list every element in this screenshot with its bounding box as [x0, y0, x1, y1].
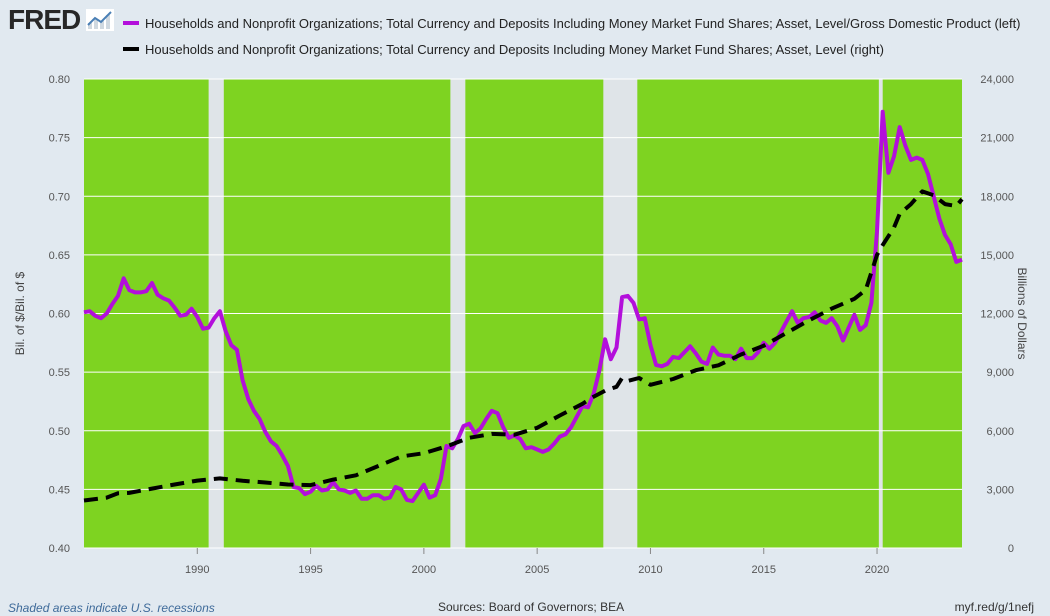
axes-group: 0.40 0 0.45 3,000 0.50 6,000 0.55 9,000 0.60 12,0…	[13, 74, 1029, 576]
right-tick-label: 0	[1008, 543, 1014, 555]
right-tick-label: 15,000	[980, 250, 1014, 262]
right-axis-title: Billions of Dollars	[1015, 267, 1029, 359]
x-tick-label: 2015	[751, 564, 775, 576]
sources-text: Sources: Board of Governors; BEA	[438, 600, 625, 614]
legend-label-right-series: Households and Nonprofit Organizations; …	[145, 41, 884, 57]
short-link[interactable]: myf.red/g/1nefj	[954, 600, 1034, 614]
legend-label-left-series: Households and Nonprofit Organizations; …	[145, 15, 1021, 31]
left-tick-label: 0.50	[49, 426, 70, 438]
right-tick-label: 3,000	[986, 484, 1014, 496]
legend-swatch-solid	[123, 21, 139, 25]
left-tick-label: 0.60	[49, 309, 70, 321]
x-tick-label: 1995	[298, 564, 322, 576]
left-tick-label: 0.70	[49, 191, 70, 203]
x-tick-label: 1990	[185, 564, 209, 576]
left-tick-label: 0.65	[49, 250, 70, 262]
x-tick-label: 2020	[865, 564, 889, 576]
right-tick-label: 6,000	[986, 426, 1014, 438]
series-line-ratio	[83, 109, 963, 504]
left-tick-label: 0.75	[49, 133, 70, 145]
trend-chart-icon	[86, 9, 115, 31]
legend-swatch-dashed	[123, 47, 139, 51]
left-tick-label: 0.40	[49, 543, 70, 555]
brand-name: FRED	[8, 4, 81, 35]
series-group	[83, 109, 964, 504]
right-tick-label: 12,000	[980, 309, 1014, 321]
legend-item-left-series[interactable]: Households and Nonprofit Organizations; …	[123, 10, 1021, 36]
x-tick-label: 2000	[412, 564, 436, 576]
legend-item-right-series[interactable]: Households and Nonprofit Organizations; …	[123, 36, 1021, 62]
fred-logo[interactable]: FRED	[8, 4, 115, 36]
left-tick-label: 0.80	[49, 74, 70, 86]
left-tick-label: 0.45	[49, 484, 70, 496]
x-tick-label: 2005	[525, 564, 549, 576]
left-axis-title: Bil. of $/Bil. of $	[13, 271, 27, 355]
right-tick-label: 24,000	[980, 74, 1014, 86]
recession-note: Shaded areas indicate U.S. recessions	[8, 601, 215, 615]
left-tick-label: 0.55	[49, 367, 70, 379]
right-tick-label: 18,000	[980, 191, 1014, 203]
x-tick-label: 2010	[638, 564, 662, 576]
right-tick-label: 9,000	[986, 367, 1014, 379]
chart-legend: Households and Nonprofit Organizations; …	[123, 10, 1021, 62]
right-tick-label: 21,000	[980, 133, 1014, 145]
